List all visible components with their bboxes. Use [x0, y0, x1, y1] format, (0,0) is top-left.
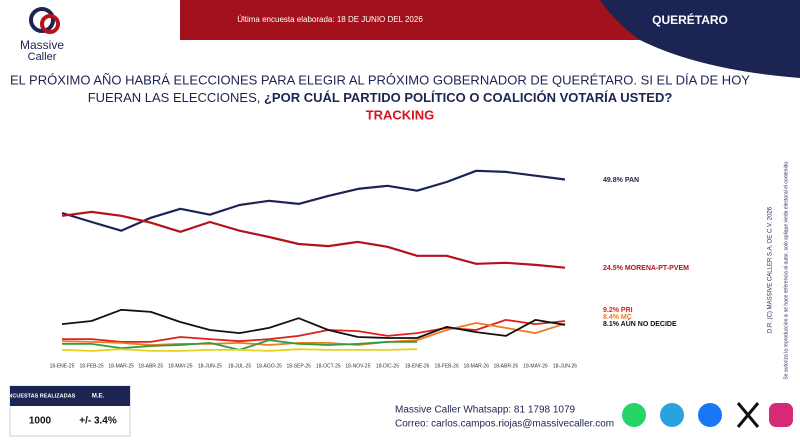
- x-tick-label: 18-ABR-26: [493, 363, 518, 369]
- table-cell: 1000: [29, 416, 52, 427]
- x-tick-label: 18-MAR-25: [108, 363, 134, 369]
- chart-title: TRACKING: [366, 107, 435, 122]
- email: Correo: carlos.campos.riojas@massivecall…: [395, 419, 614, 430]
- x-tick-label: 18-ENE-25: [50, 363, 75, 369]
- telegram-icon[interactable]: [660, 403, 684, 427]
- whatsapp: Massive Caller Whatsapp: 81 1798 1079: [395, 405, 576, 416]
- question-emphasis: ¿POR CUÁL PARTIDO POLÍTICO O COALICIÓN V…: [264, 90, 672, 105]
- legend-entry: MC: [621, 314, 632, 321]
- x-tick-label: 18-DIC-25: [376, 363, 399, 369]
- x-tick-label: 18-JUL-25: [228, 363, 252, 369]
- table-header: [10, 386, 130, 406]
- series-label: 8.1% AÚN NO DECIDE: [603, 319, 677, 328]
- x-tick-label: 18-ENE-26: [405, 363, 430, 369]
- series-line: [61, 348, 418, 352]
- series-label: 9.2% PRI: [603, 307, 633, 314]
- legend-entry: PAN: [625, 177, 639, 184]
- social-icons: [622, 402, 793, 428]
- series-line: [61, 322, 566, 346]
- plot: 18-ENE-25 18-FEB-25 18-MAR-25 18-ABR-25 18-M…: [50, 169, 689, 369]
- x-tick-label: 18-MAR-26: [463, 363, 489, 369]
- value-label: 24.5%: [603, 265, 624, 272]
- legend-entry: MORENA-PT-PVEM: [625, 265, 689, 272]
- brand: Massive: [20, 38, 64, 52]
- x-icon[interactable]: [736, 402, 760, 428]
- question: EL PRÓXIMO AÑO HABRÁ ELECCIONES PARA ELE…: [10, 72, 750, 87]
- x-tick-label: 18-MAY-25: [168, 363, 193, 369]
- logo-ring: [40, 14, 60, 34]
- table-cell: +/- 3.4%: [79, 416, 117, 427]
- copyright: D.R. (C) MASSIVE CALLER S.A. DE C.V. 202…: [768, 206, 774, 333]
- series-line: [61, 210, 566, 269]
- value-label: 8.4%: [603, 314, 620, 321]
- facebook-icon[interactable]: [698, 403, 722, 427]
- brand: Caller: [28, 51, 57, 63]
- series-line: [62, 319, 566, 343]
- series-line: [61, 308, 566, 339]
- x-tick-label: 18-NOV-25: [345, 363, 370, 369]
- logo-ring: [29, 7, 55, 33]
- instagram-icon[interactable]: [769, 403, 793, 427]
- value-label: 49.8%: [603, 177, 624, 184]
- x-tick-label: 18-MAY-26: [523, 363, 548, 369]
- legend-entry: PRI: [621, 307, 633, 314]
- table-header-cell: ENCUESTAS REALIZADAS: [5, 393, 76, 399]
- series-label: 8.4% MC: [603, 314, 632, 321]
- x-tick-label: 18-JUN-26: [553, 363, 577, 369]
- question: FUERAN LAS ELECCIONES, ¿POR CUÁL PARTIDO…: [88, 90, 673, 105]
- whatsapp-icon[interactable]: [622, 403, 646, 427]
- series-label: 24.5% MORENA-PT-PVEM: [603, 265, 689, 272]
- value-label: 8.1%: [603, 321, 620, 328]
- x-tick-label: 18-JUN-25: [198, 363, 222, 369]
- x-tick-label: 18-SEP-25: [286, 363, 311, 369]
- state: QUERÉTARO: [652, 12, 728, 27]
- notice: Se autoriza la reproducción si se hace r…: [783, 160, 789, 379]
- x-tick-label: 18-FEB-25: [79, 363, 103, 369]
- value-label: 9.2%: [603, 307, 620, 314]
- legend-entry: AÚN NO DECIDE: [621, 319, 677, 328]
- series-line: [61, 169, 566, 232]
- series-label: 49.8% PAN: [603, 177, 639, 184]
- x-tick-label: 18-OCT-25: [316, 363, 341, 369]
- question-text: FUERAN LAS ELECCIONES,: [88, 90, 264, 105]
- logo: [29, 7, 60, 34]
- date-note: Última encuesta elaborada: 18 DE JUNIO D…: [237, 15, 423, 24]
- table-header-cell: M.E.: [92, 394, 105, 400]
- x-tick-label: 18-AGO-25: [256, 363, 282, 369]
- x-tick-label: 18-FEB-26: [435, 363, 459, 369]
- header-navy: [600, 0, 800, 78]
- x-tick-label: 18-ABR-25: [138, 363, 163, 369]
